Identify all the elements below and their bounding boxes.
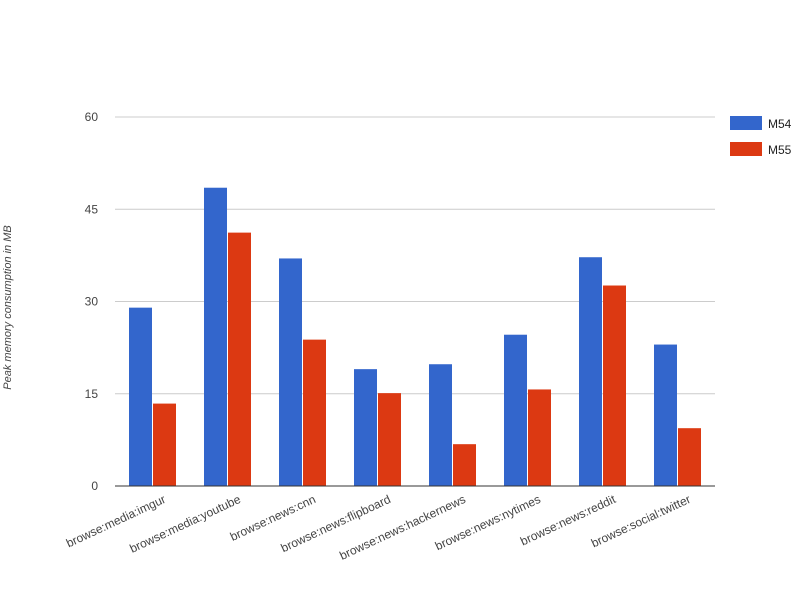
legend-swatch-m54 — [730, 116, 762, 130]
bar-m54 — [504, 334, 527, 486]
x-axis-ticks: browse:media:imgurbrowse:media:youtubebr… — [64, 492, 693, 563]
bar-m54 — [579, 257, 602, 486]
legend-label-m55: M55 — [768, 143, 792, 157]
x-tick-label: browse:news:hackernews — [337, 492, 467, 563]
legend-swatch-m55 — [730, 142, 762, 156]
bar-m55 — [678, 428, 701, 486]
y-tick-label: 0 — [91, 479, 98, 493]
y-axis-label: Peak memory consumption in MB — [2, 225, 14, 389]
legend: M54 M55 — [730, 116, 792, 157]
y-tick-label: 15 — [85, 387, 99, 401]
bars — [129, 187, 701, 486]
bar-m55 — [228, 232, 251, 486]
bar-m54 — [429, 364, 452, 486]
y-tick-label: 45 — [85, 202, 99, 216]
y-tick-label: 60 — [85, 110, 99, 124]
bar-m55 — [303, 339, 326, 486]
bar-m54 — [354, 369, 377, 486]
bar-m54 — [279, 258, 302, 486]
bar-m55 — [603, 285, 626, 486]
bar-m55 — [153, 403, 176, 486]
bar-m55 — [528, 389, 551, 486]
bar-m54 — [654, 344, 677, 486]
legend-label-m54: M54 — [768, 117, 792, 131]
bar-m55 — [453, 444, 476, 486]
y-tick-label: 30 — [85, 295, 99, 309]
bar-m55 — [378, 393, 401, 486]
y-axis-ticks: 0 15 30 45 60 — [85, 110, 99, 493]
bar-m54 — [204, 187, 227, 486]
bar-m54 — [129, 307, 152, 486]
